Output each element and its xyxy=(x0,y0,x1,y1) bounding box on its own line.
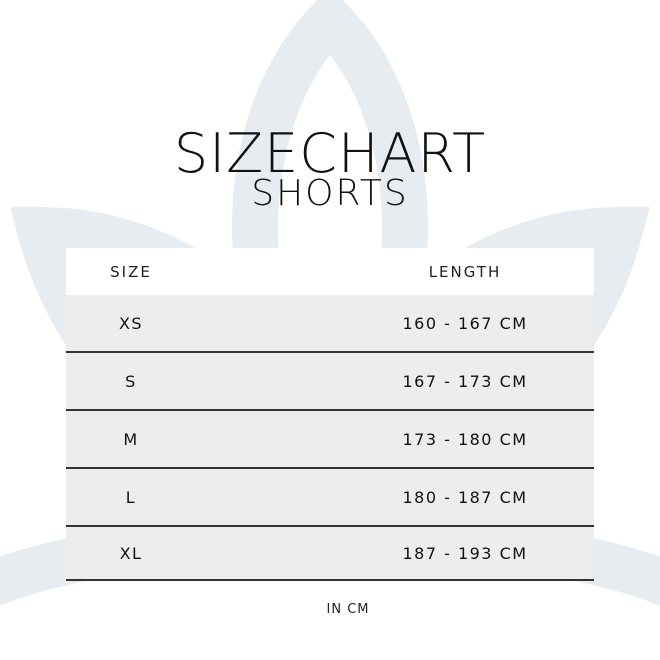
table-row: L 180 - 187 CM xyxy=(66,469,594,527)
header-length: LENGTH xyxy=(428,262,502,281)
header-size: SIZE xyxy=(110,262,152,281)
page-title: SIZECHART xyxy=(173,122,487,185)
table-row: XS 160 - 167 CM xyxy=(66,295,594,353)
length-cell: 187 - 193 CM xyxy=(402,543,528,563)
length-cell: 173 - 180 CM xyxy=(402,429,528,449)
size-cell: S xyxy=(125,371,137,391)
size-cell: M xyxy=(123,429,139,449)
table-row: XL 187 - 193 CM xyxy=(66,527,594,581)
unit-note: IN CM xyxy=(326,602,370,617)
table-row: M 173 - 180 CM xyxy=(66,411,594,469)
size-cell: L xyxy=(125,487,137,507)
table-row: S 167 - 173 CM xyxy=(66,353,594,411)
size-table: SIZE LENGTH XS 160 - 167 CM S 167 - 173 … xyxy=(66,248,594,581)
length-cell: 167 - 173 CM xyxy=(402,371,528,391)
table-header: SIZE LENGTH xyxy=(66,248,594,295)
length-cell: 160 - 167 CM xyxy=(402,313,528,333)
size-cell: XS xyxy=(118,313,144,333)
length-cell: 180 - 187 CM xyxy=(402,487,528,507)
page-subtitle: SHORTS xyxy=(251,173,409,214)
size-cell: XL xyxy=(119,543,143,563)
